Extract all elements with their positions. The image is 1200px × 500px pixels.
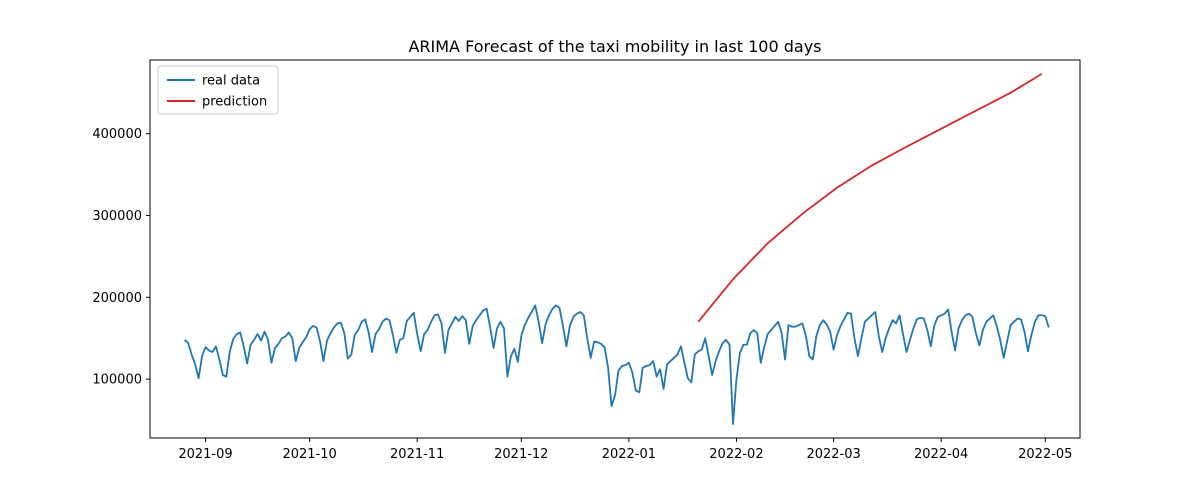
- legend: real data prediction: [157, 65, 279, 115]
- series-line-prediction: [697, 73, 1043, 323]
- x-tick-label: 2022-03: [806, 447, 860, 462]
- x-tick-label: 2021-11: [390, 447, 444, 462]
- plot-area: [184, 73, 1050, 425]
- x-tick-label: 2022-05: [1018, 447, 1072, 462]
- y-tick-label: 200000: [92, 291, 142, 306]
- chart-title: ARIMA Forecast of the taxi mobility in l…: [408, 37, 821, 56]
- x-tick-label: 2021-12: [494, 447, 548, 462]
- legend-label: real data: [202, 74, 260, 89]
- legend-label: prediction: [202, 95, 267, 110]
- y-tick-label: 100000: [92, 373, 142, 388]
- x-tick-label: 2022-01: [602, 447, 656, 462]
- x-tick-label: 2021-10: [282, 447, 336, 462]
- y-tick-label: 400000: [92, 127, 142, 142]
- x-tick-label: 2022-02: [709, 447, 763, 462]
- x-tick-label: 2021-09: [178, 447, 232, 462]
- series-line-real-data: [184, 304, 1050, 425]
- axes: 2021-09 2021-10 2021-11 2021-12 2022-01 2022-…: [92, 127, 1072, 462]
- x-tick-label: 2022-04: [914, 447, 968, 462]
- y-tick-label: 300000: [92, 209, 142, 224]
- plot-frame: [149, 59, 1081, 439]
